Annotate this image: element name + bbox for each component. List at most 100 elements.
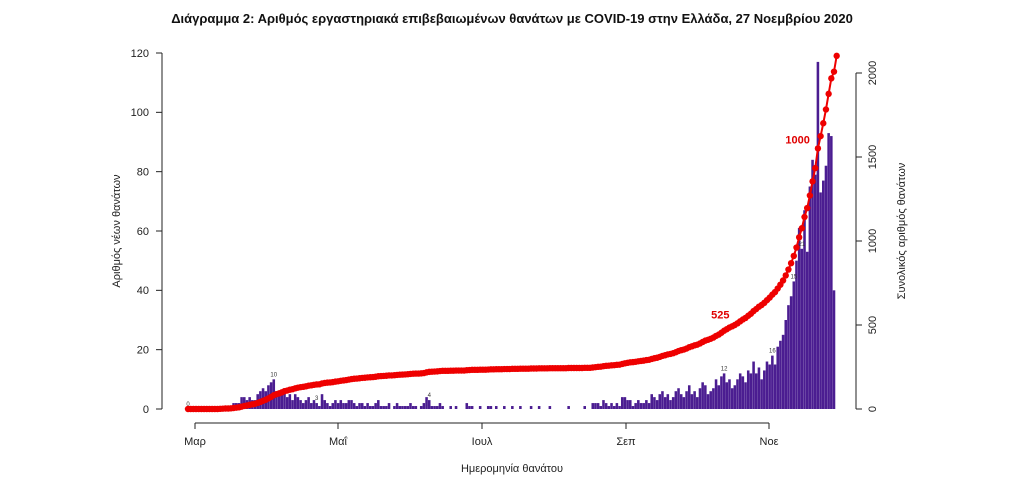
bar (427, 400, 431, 409)
bar (822, 180, 825, 409)
bar (406, 406, 410, 409)
bar (663, 397, 667, 409)
bar (355, 406, 359, 409)
left-tick-label: 60 (137, 226, 149, 238)
bar (639, 403, 643, 409)
bar (301, 403, 305, 409)
bar (717, 385, 721, 409)
bar (334, 400, 337, 409)
bar (827, 133, 830, 409)
cumulative-value-label: 525 (711, 309, 729, 321)
x-tick-label: Μαρ (184, 436, 206, 448)
right-axis-ticks: 0 500 1000 1500 2000 (856, 61, 879, 412)
bar-value-label: 3 (315, 396, 319, 402)
bar (342, 403, 345, 409)
bar (661, 391, 664, 409)
bar (583, 406, 586, 409)
bar (449, 406, 452, 409)
bar (419, 406, 423, 409)
bar (653, 397, 656, 409)
bar (781, 334, 785, 409)
bar (352, 403, 356, 409)
bar (403, 406, 407, 409)
bar (832, 290, 836, 409)
bar (299, 400, 302, 409)
bar (283, 388, 286, 409)
bar (690, 394, 694, 409)
bar (486, 406, 490, 409)
bar (288, 394, 292, 409)
bar (465, 403, 469, 409)
right-tick-label: 500 (867, 316, 879, 334)
bar (679, 394, 683, 409)
bar (642, 403, 645, 409)
bar (347, 400, 351, 409)
bar (379, 406, 383, 409)
bar (478, 406, 482, 409)
bar (765, 361, 769, 409)
bar (529, 406, 533, 409)
cumulative-point (790, 252, 797, 260)
bar (816, 61, 820, 410)
bar (594, 403, 597, 409)
bar (763, 370, 766, 409)
bar (280, 391, 284, 409)
bar (787, 305, 790, 409)
bar (645, 400, 648, 409)
cumulative-point (782, 272, 789, 279)
bar (776, 346, 779, 409)
bar (310, 403, 313, 409)
bar (494, 406, 498, 409)
bar (312, 400, 316, 409)
x-axis-label: Ημερομηνία θανάτου (461, 463, 563, 475)
bar (454, 406, 458, 409)
bar (682, 397, 686, 409)
bar (607, 406, 611, 409)
bar (360, 403, 364, 409)
bar (320, 394, 324, 409)
cumulative-value-labels: 525 1000 2102 (711, 0, 855, 321)
bar-value-labels: 0 10 3 4 12 16 15 21 117 (186, 0, 858, 408)
bar (363, 406, 367, 409)
bar (620, 397, 624, 409)
bar (326, 403, 329, 409)
bar (714, 379, 718, 409)
bar (746, 370, 750, 409)
chart-title: Διάγραμμα 2: Αριθμός εργαστηριακά επιβεβ… (171, 11, 853, 26)
bar (819, 192, 822, 409)
bar (336, 403, 340, 409)
bar (669, 400, 672, 409)
left-tick-label: 20 (137, 345, 149, 357)
bar (741, 376, 745, 409)
bar (666, 394, 670, 409)
bar (650, 394, 653, 409)
x-tick-label: Ιουλ (472, 436, 493, 448)
bar (436, 406, 439, 409)
cumulative-point (804, 204, 811, 212)
bar (537, 406, 541, 409)
bar (468, 406, 471, 409)
bar (754, 373, 758, 409)
x-axis-ticks: Μαρ Μαΐ Ιουλ Σεπ Νοε (184, 423, 779, 448)
bar (291, 400, 294, 409)
bar (637, 400, 640, 409)
bar (277, 394, 281, 409)
left-axis: 0 20 40 60 80 100 120 (131, 48, 163, 416)
bar (602, 400, 605, 409)
cumulative-point (820, 120, 827, 127)
left-tick-label: 120 (131, 48, 149, 60)
bar (693, 391, 696, 409)
bar (425, 397, 428, 409)
bar (591, 403, 595, 409)
cumulative-point (825, 90, 832, 98)
bar-value-label: 117 (848, 0, 858, 2)
right-tick-label: 2000 (867, 61, 879, 85)
bar (749, 373, 753, 409)
bar (371, 406, 375, 409)
bar (304, 400, 308, 409)
bar (800, 248, 804, 409)
bar (771, 355, 774, 409)
bar (704, 385, 707, 409)
bar (706, 394, 710, 409)
